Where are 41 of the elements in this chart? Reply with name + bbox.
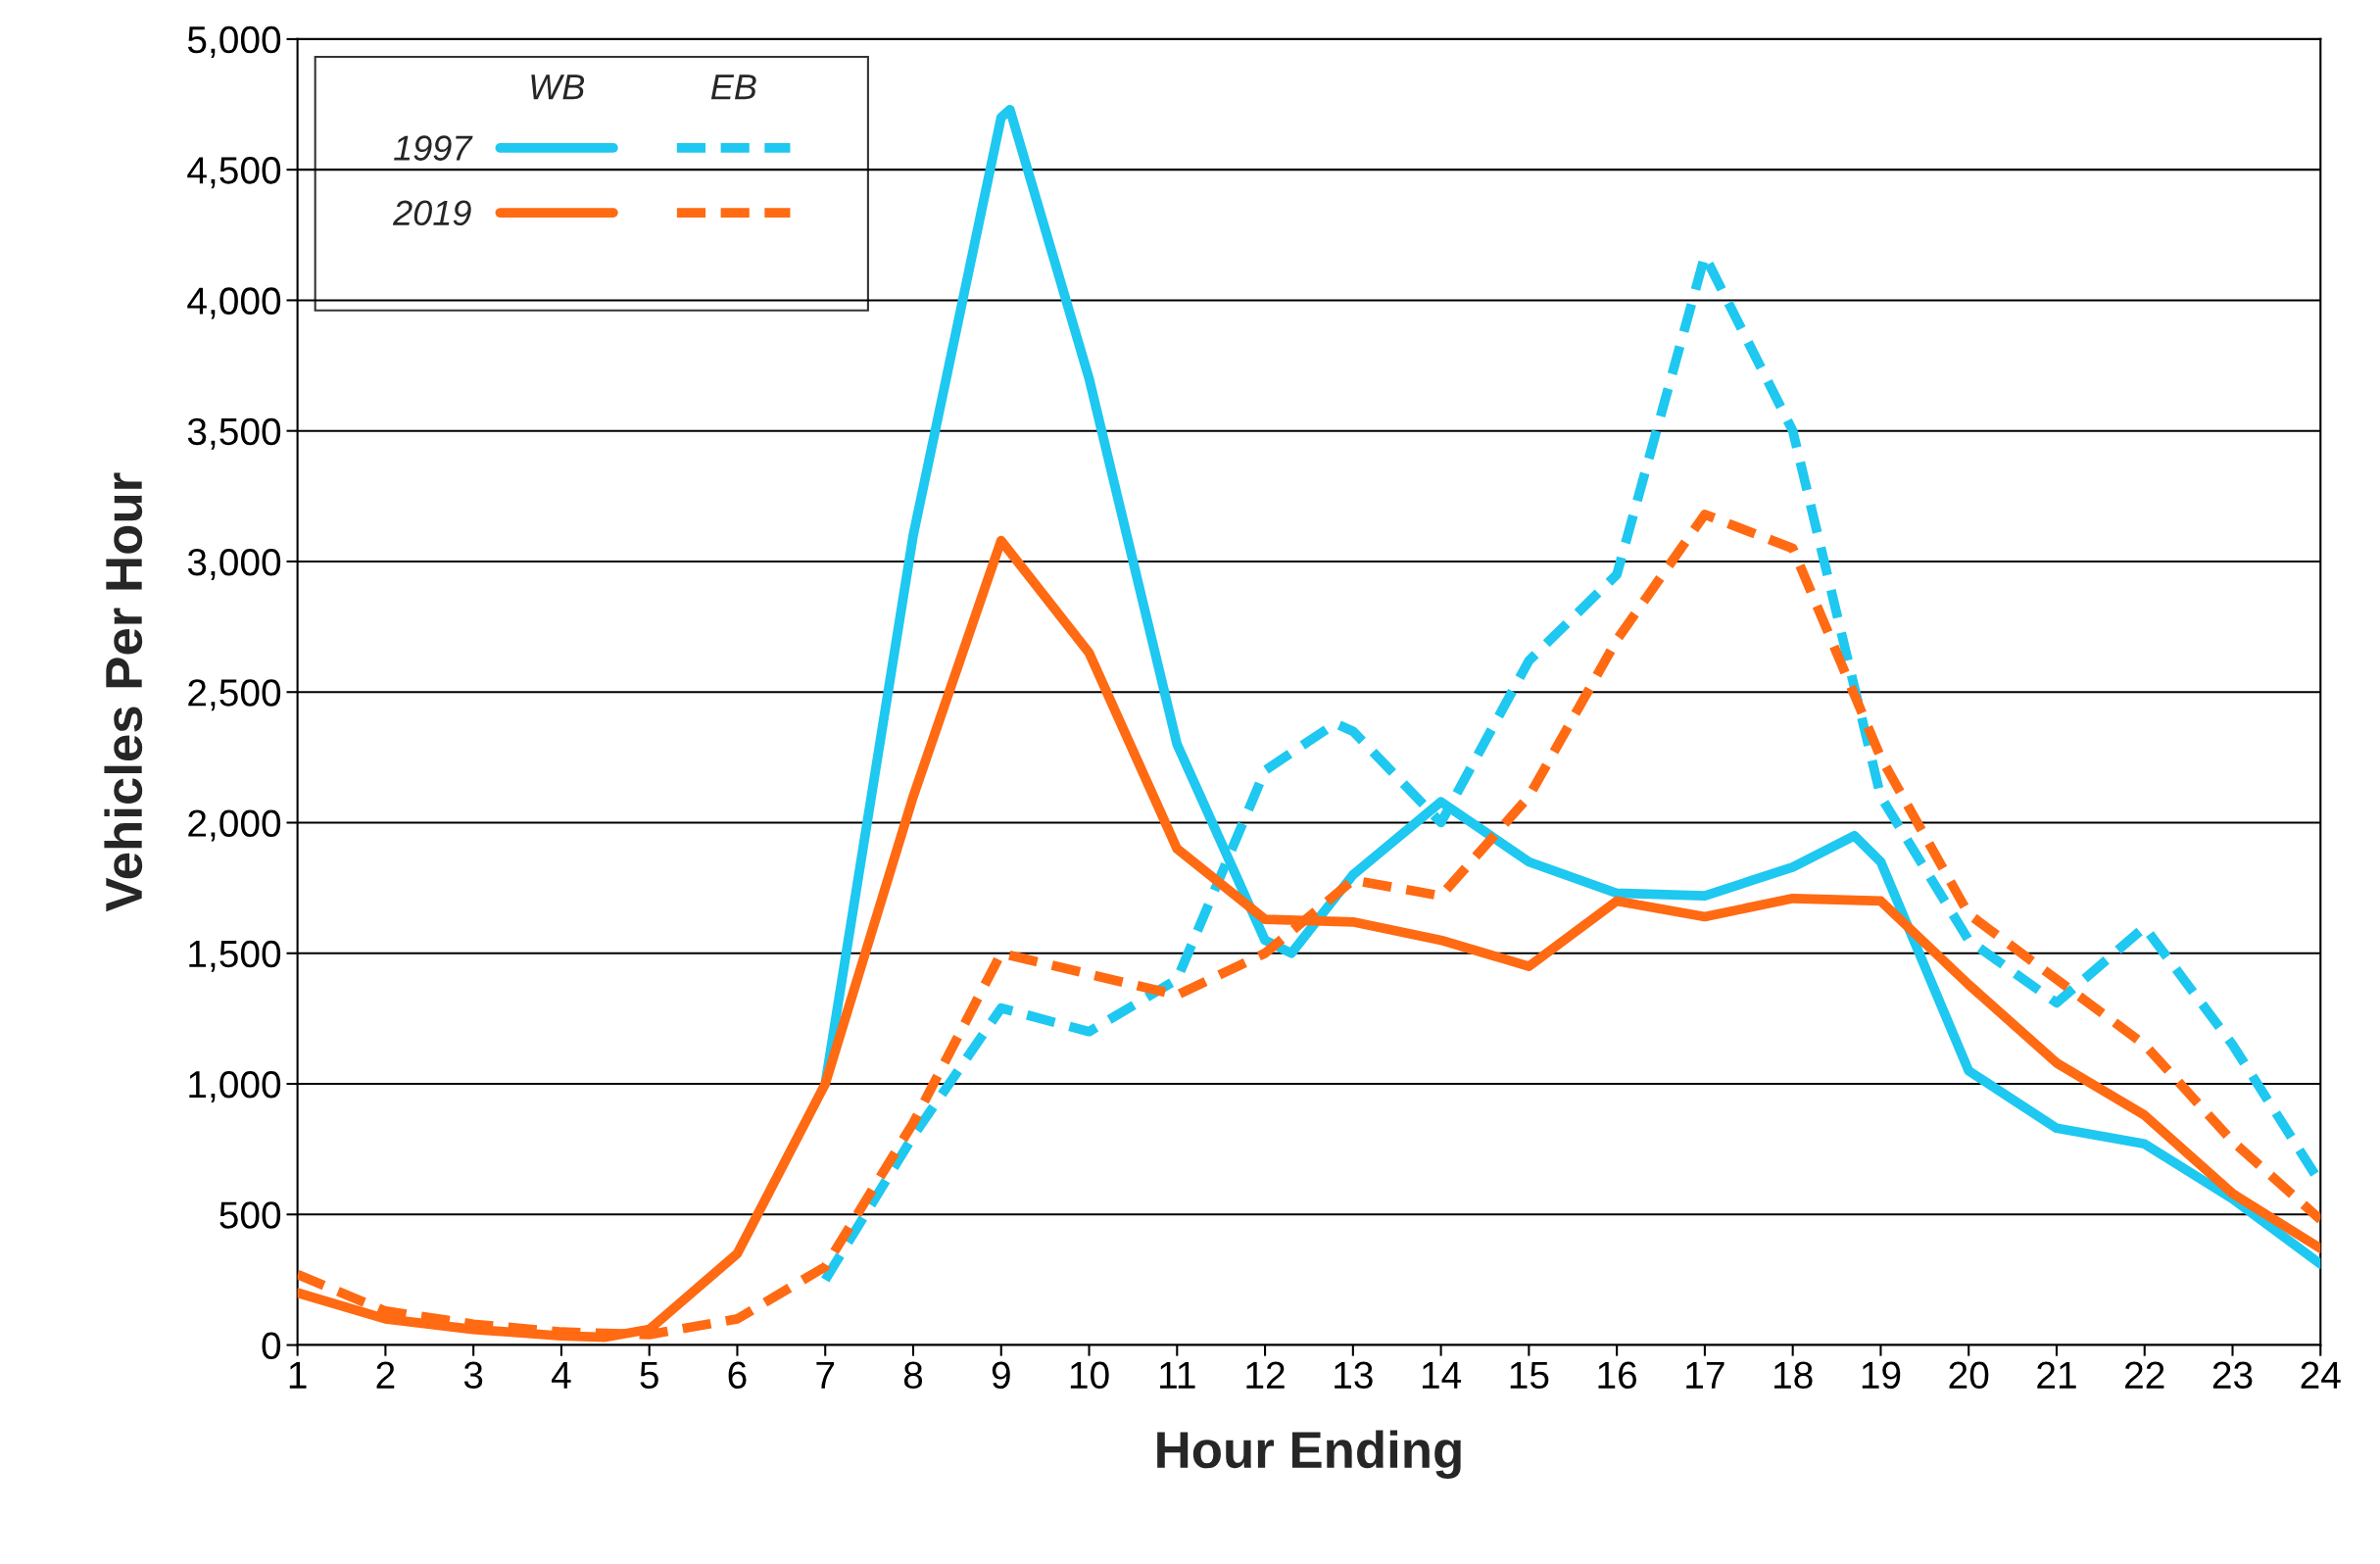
x-tick-label: 13 [1335,1361,1373,1390]
y-tick-label: 4,500 [187,157,281,189]
annotation: WB [531,74,585,100]
y-tick-label: 3,000 [187,548,281,581]
y-tick-label: 4,000 [187,287,281,319]
y-tick-label: 2,000 [188,809,281,842]
y-tick-label: 1,500 [189,940,281,972]
x-tick-label: 15 [1510,1361,1549,1390]
x-tick-label: 7 [816,1361,835,1389]
x-tick-label: 22 [2125,1361,2164,1389]
legend-label: 1997 [394,135,473,161]
x-tick-label: 2 [376,1361,395,1389]
x-tick-label: 11 [1160,1361,1195,1389]
x-tick-label: 12 [1246,1361,1285,1389]
x-tick-label: 6 [728,1361,747,1390]
y-axis-title: Vehicles Per Hour [104,472,143,912]
x-tick-label: 19 [1862,1361,1901,1390]
x-tick-label: 8 [903,1361,923,1390]
x-tick-label: 21 [2037,1361,2076,1389]
x-tick-label: 3 [463,1361,483,1390]
y-tick-label: 3,500 [187,417,281,450]
y-tick-label: 0 [262,1332,281,1360]
x-tick-label: 20 [1949,1361,1989,1390]
y-tick-label: 500 [219,1201,281,1229]
y-tick-label: 2,500 [188,679,281,711]
x-axis-title: Hour Ending [1157,1430,1461,1479]
x-tick-label: 14 [1422,1361,1462,1389]
x-tick-label: 5 [640,1361,658,1390]
x-tick-label: 17 [1686,1361,1724,1389]
y-tick-label: 1,000 [189,1070,281,1103]
x-tick-label: 23 [2212,1361,2253,1390]
x-tick-label: 18 [1774,1361,1813,1390]
x-tick-label: 16 [1598,1361,1637,1390]
x-tick-label: 10 [1070,1361,1109,1390]
x-tick-label: 9 [992,1361,1010,1390]
x-tick-label: 24 [2301,1361,2341,1389]
x-tick-label: 4 [552,1361,571,1389]
x-tick-label: 1 [289,1361,307,1389]
legend-label: 2019 [392,200,471,226]
y-tick-label: 5,000 [187,25,281,58]
annotation: EB [710,74,756,100]
